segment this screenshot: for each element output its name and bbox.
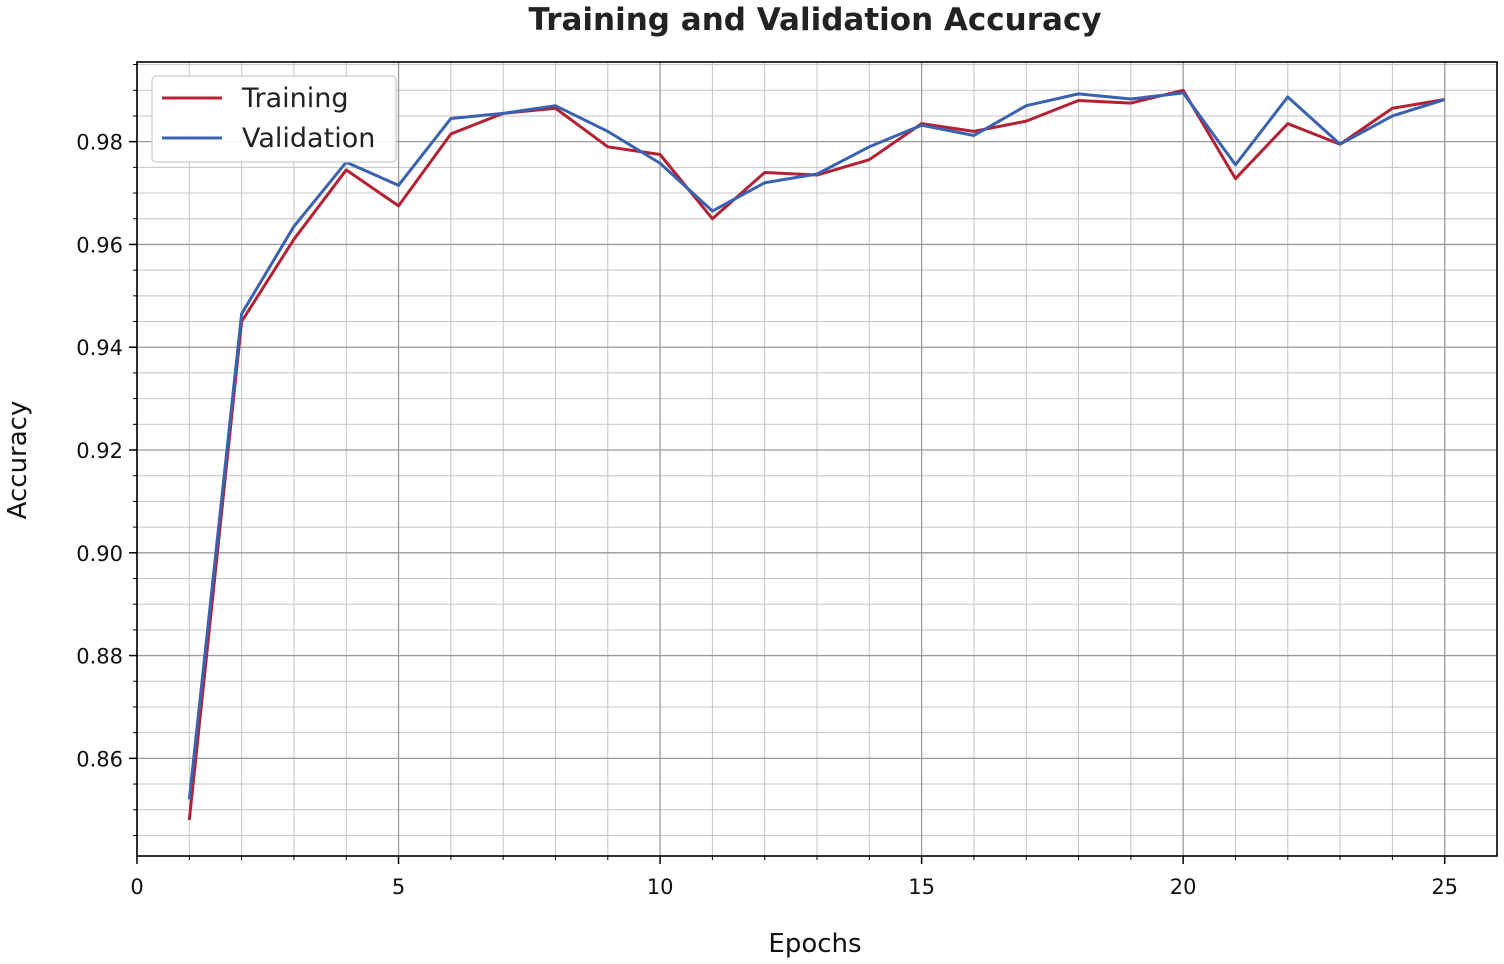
x-tick-label: 10 [647, 875, 674, 899]
x-axis-label: Epochs [768, 929, 861, 959]
y-tick-label: 0.92 [76, 439, 123, 463]
legend: Training Validation [151, 75, 397, 163]
y-tick-label: 0.88 [76, 645, 123, 669]
grid-lines [136, 62, 1497, 856]
chart-title: Training and Validation Accuracy [528, 2, 1101, 38]
y-tick-label: 0.94 [76, 336, 123, 360]
legend-label-validation: Validation [242, 123, 375, 154]
x-tick-label: 15 [908, 875, 935, 899]
x-tick-label: 0 [130, 875, 143, 899]
plot-frame [136, 61, 1498, 857]
y-tick-label: 0.86 [76, 747, 123, 771]
x-tick-label: 20 [1170, 875, 1197, 899]
y-tick-label: 0.90 [76, 542, 123, 566]
axis-ticks: 0 5 10 15 20 25 0.86 0.88 0.90 0.92 0.94 0.96 0.98 [76, 64, 1458, 899]
legend-label-training: Training [241, 83, 349, 114]
y-tick-label: 0.98 [76, 131, 123, 155]
y-tick-label: 0.96 [76, 233, 123, 257]
validation-series-line [187, 91, 1446, 800]
y-axis-label: Accuracy [3, 401, 33, 520]
x-tick-label: 5 [392, 875, 405, 899]
series-lines [187, 88, 1446, 821]
x-tick-label: 25 [1431, 875, 1458, 899]
